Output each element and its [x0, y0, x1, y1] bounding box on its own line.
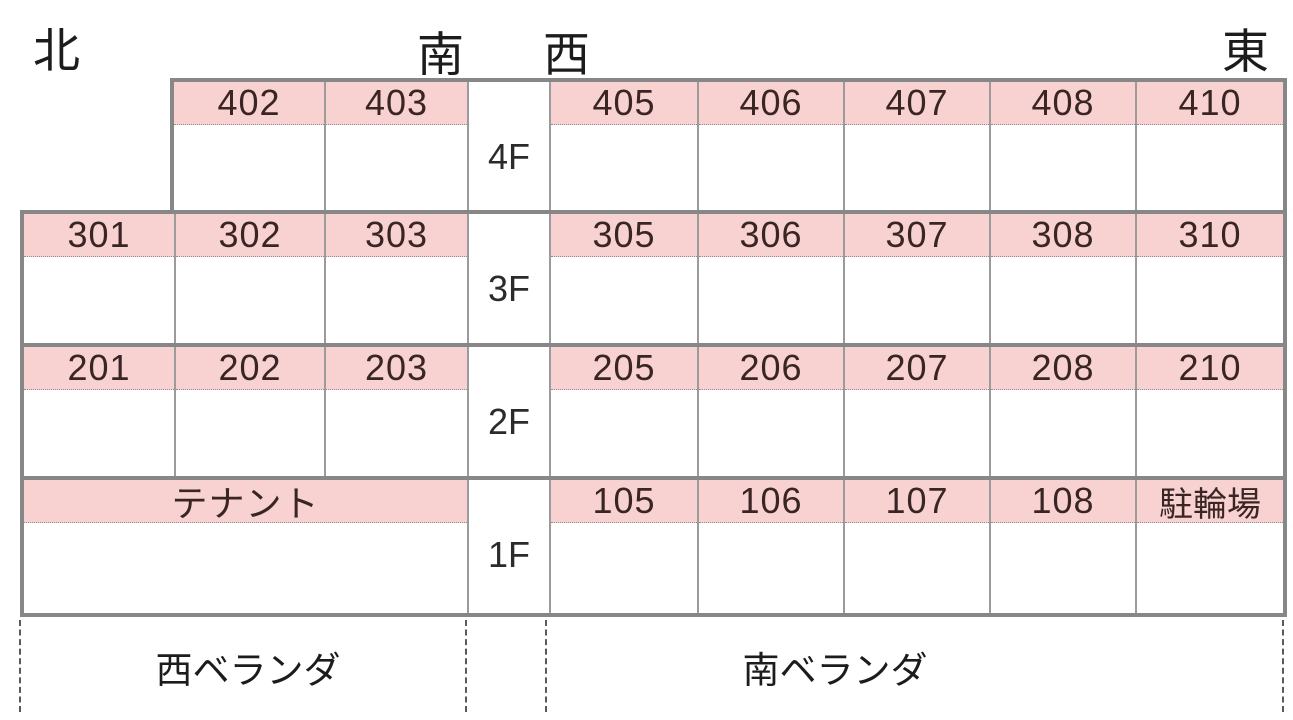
- cell-floor-label-4f: 4F: [467, 82, 549, 210]
- floor-label: 1F: [487, 534, 530, 575]
- cell-room-205: 205: [549, 347, 697, 476]
- room-number: 306: [699, 214, 843, 257]
- room-number: 308: [991, 214, 1135, 257]
- room-number: 408: [991, 82, 1135, 125]
- cell-room-408: 408: [989, 82, 1135, 210]
- cell-room-305: 305: [549, 214, 697, 343]
- room-number: 303: [326, 214, 467, 257]
- veranda-dashed-line-stair-left: [465, 620, 467, 712]
- cell-floor-label-2f: 2F: [467, 347, 549, 476]
- cell-room-207: 207: [843, 347, 989, 476]
- compass-south-label: 南: [417, 28, 464, 81]
- room-number: 310: [1137, 214, 1283, 257]
- room-number: 201: [24, 347, 174, 390]
- cell-room-106: 106: [697, 480, 843, 613]
- floor-label: 4F: [487, 136, 530, 177]
- room-number: 407: [845, 82, 989, 125]
- bicycle-parking-label: 駐輪場: [1137, 480, 1283, 524]
- compass-east-label: 東: [1222, 25, 1269, 78]
- cell-room-407: 407: [843, 82, 989, 210]
- cell-room-406: 406: [697, 82, 843, 210]
- cell-room-105: 105: [549, 480, 697, 613]
- room-number: 106: [699, 480, 843, 523]
- floor-1f: テナント 1F 105 106 107 108 駐輪場: [20, 476, 1287, 617]
- cell-floor-label-1f: 1F: [467, 480, 549, 613]
- room-number: 208: [991, 347, 1135, 390]
- cell-room-302: 302: [174, 214, 324, 343]
- room-number: 206: [699, 347, 843, 390]
- cell-room-402: 402: [174, 82, 324, 210]
- cell-room-301: 301: [24, 214, 174, 343]
- west-veranda-label: 西ベランダ: [155, 650, 341, 691]
- room-number: 405: [551, 82, 697, 125]
- floor-2f: 201 202 203 2F 205 206 207 208 210: [20, 343, 1287, 480]
- cell-tenant: テナント: [24, 480, 467, 613]
- cell-room-107: 107: [843, 480, 989, 613]
- room-number: 202: [176, 347, 324, 390]
- floor-3f: 301 302 303 3F 305 306 307 308 310: [20, 210, 1287, 347]
- floor-label: 2F: [487, 401, 530, 442]
- cell-room-206: 206: [697, 347, 843, 476]
- floor-4f: 402 403 4F 405 406 407 408 410: [170, 78, 1287, 214]
- cell-floor-label-3f: 3F: [467, 214, 549, 343]
- cell-room-201: 201: [24, 347, 174, 476]
- veranda-dashed-line-right: [1282, 620, 1284, 712]
- veranda-dashed-line-stair-right: [545, 620, 547, 712]
- room-number: 302: [176, 214, 324, 257]
- floor-label: 3F: [487, 268, 530, 309]
- cell-room-306: 306: [697, 214, 843, 343]
- tenant-label: テナント: [24, 480, 467, 524]
- room-number: 207: [845, 347, 989, 390]
- south-veranda-label: 南ベランダ: [742, 650, 928, 691]
- compass-north-label: 北: [33, 24, 80, 77]
- cell-room-310: 310: [1135, 214, 1283, 343]
- cell-room-308: 308: [989, 214, 1135, 343]
- room-number: 205: [551, 347, 697, 390]
- room-number: 403: [326, 82, 467, 125]
- room-number: 107: [845, 480, 989, 523]
- room-number: 108: [991, 480, 1135, 523]
- cell-bicycle-parking: 駐輪場: [1135, 480, 1283, 613]
- room-number: 203: [326, 347, 467, 390]
- room-number: 406: [699, 82, 843, 125]
- veranda-dashed-line-left: [19, 620, 21, 712]
- cell-room-108: 108: [989, 480, 1135, 613]
- room-number: 210: [1137, 347, 1283, 390]
- cell-room-208: 208: [989, 347, 1135, 476]
- cell-room-203: 203: [324, 347, 467, 476]
- room-number: 307: [845, 214, 989, 257]
- cell-room-410: 410: [1135, 82, 1283, 210]
- room-number: 301: [24, 214, 174, 257]
- cell-room-303: 303: [324, 214, 467, 343]
- room-number: 402: [174, 82, 324, 125]
- cell-room-202: 202: [174, 347, 324, 476]
- room-number: 105: [551, 480, 697, 523]
- cell-room-403: 403: [324, 82, 467, 210]
- compass-west-label: 西: [543, 28, 590, 81]
- room-number: 305: [551, 214, 697, 257]
- room-number: 410: [1137, 82, 1283, 125]
- cell-room-210: 210: [1135, 347, 1283, 476]
- cell-room-405: 405: [549, 82, 697, 210]
- cell-room-307: 307: [843, 214, 989, 343]
